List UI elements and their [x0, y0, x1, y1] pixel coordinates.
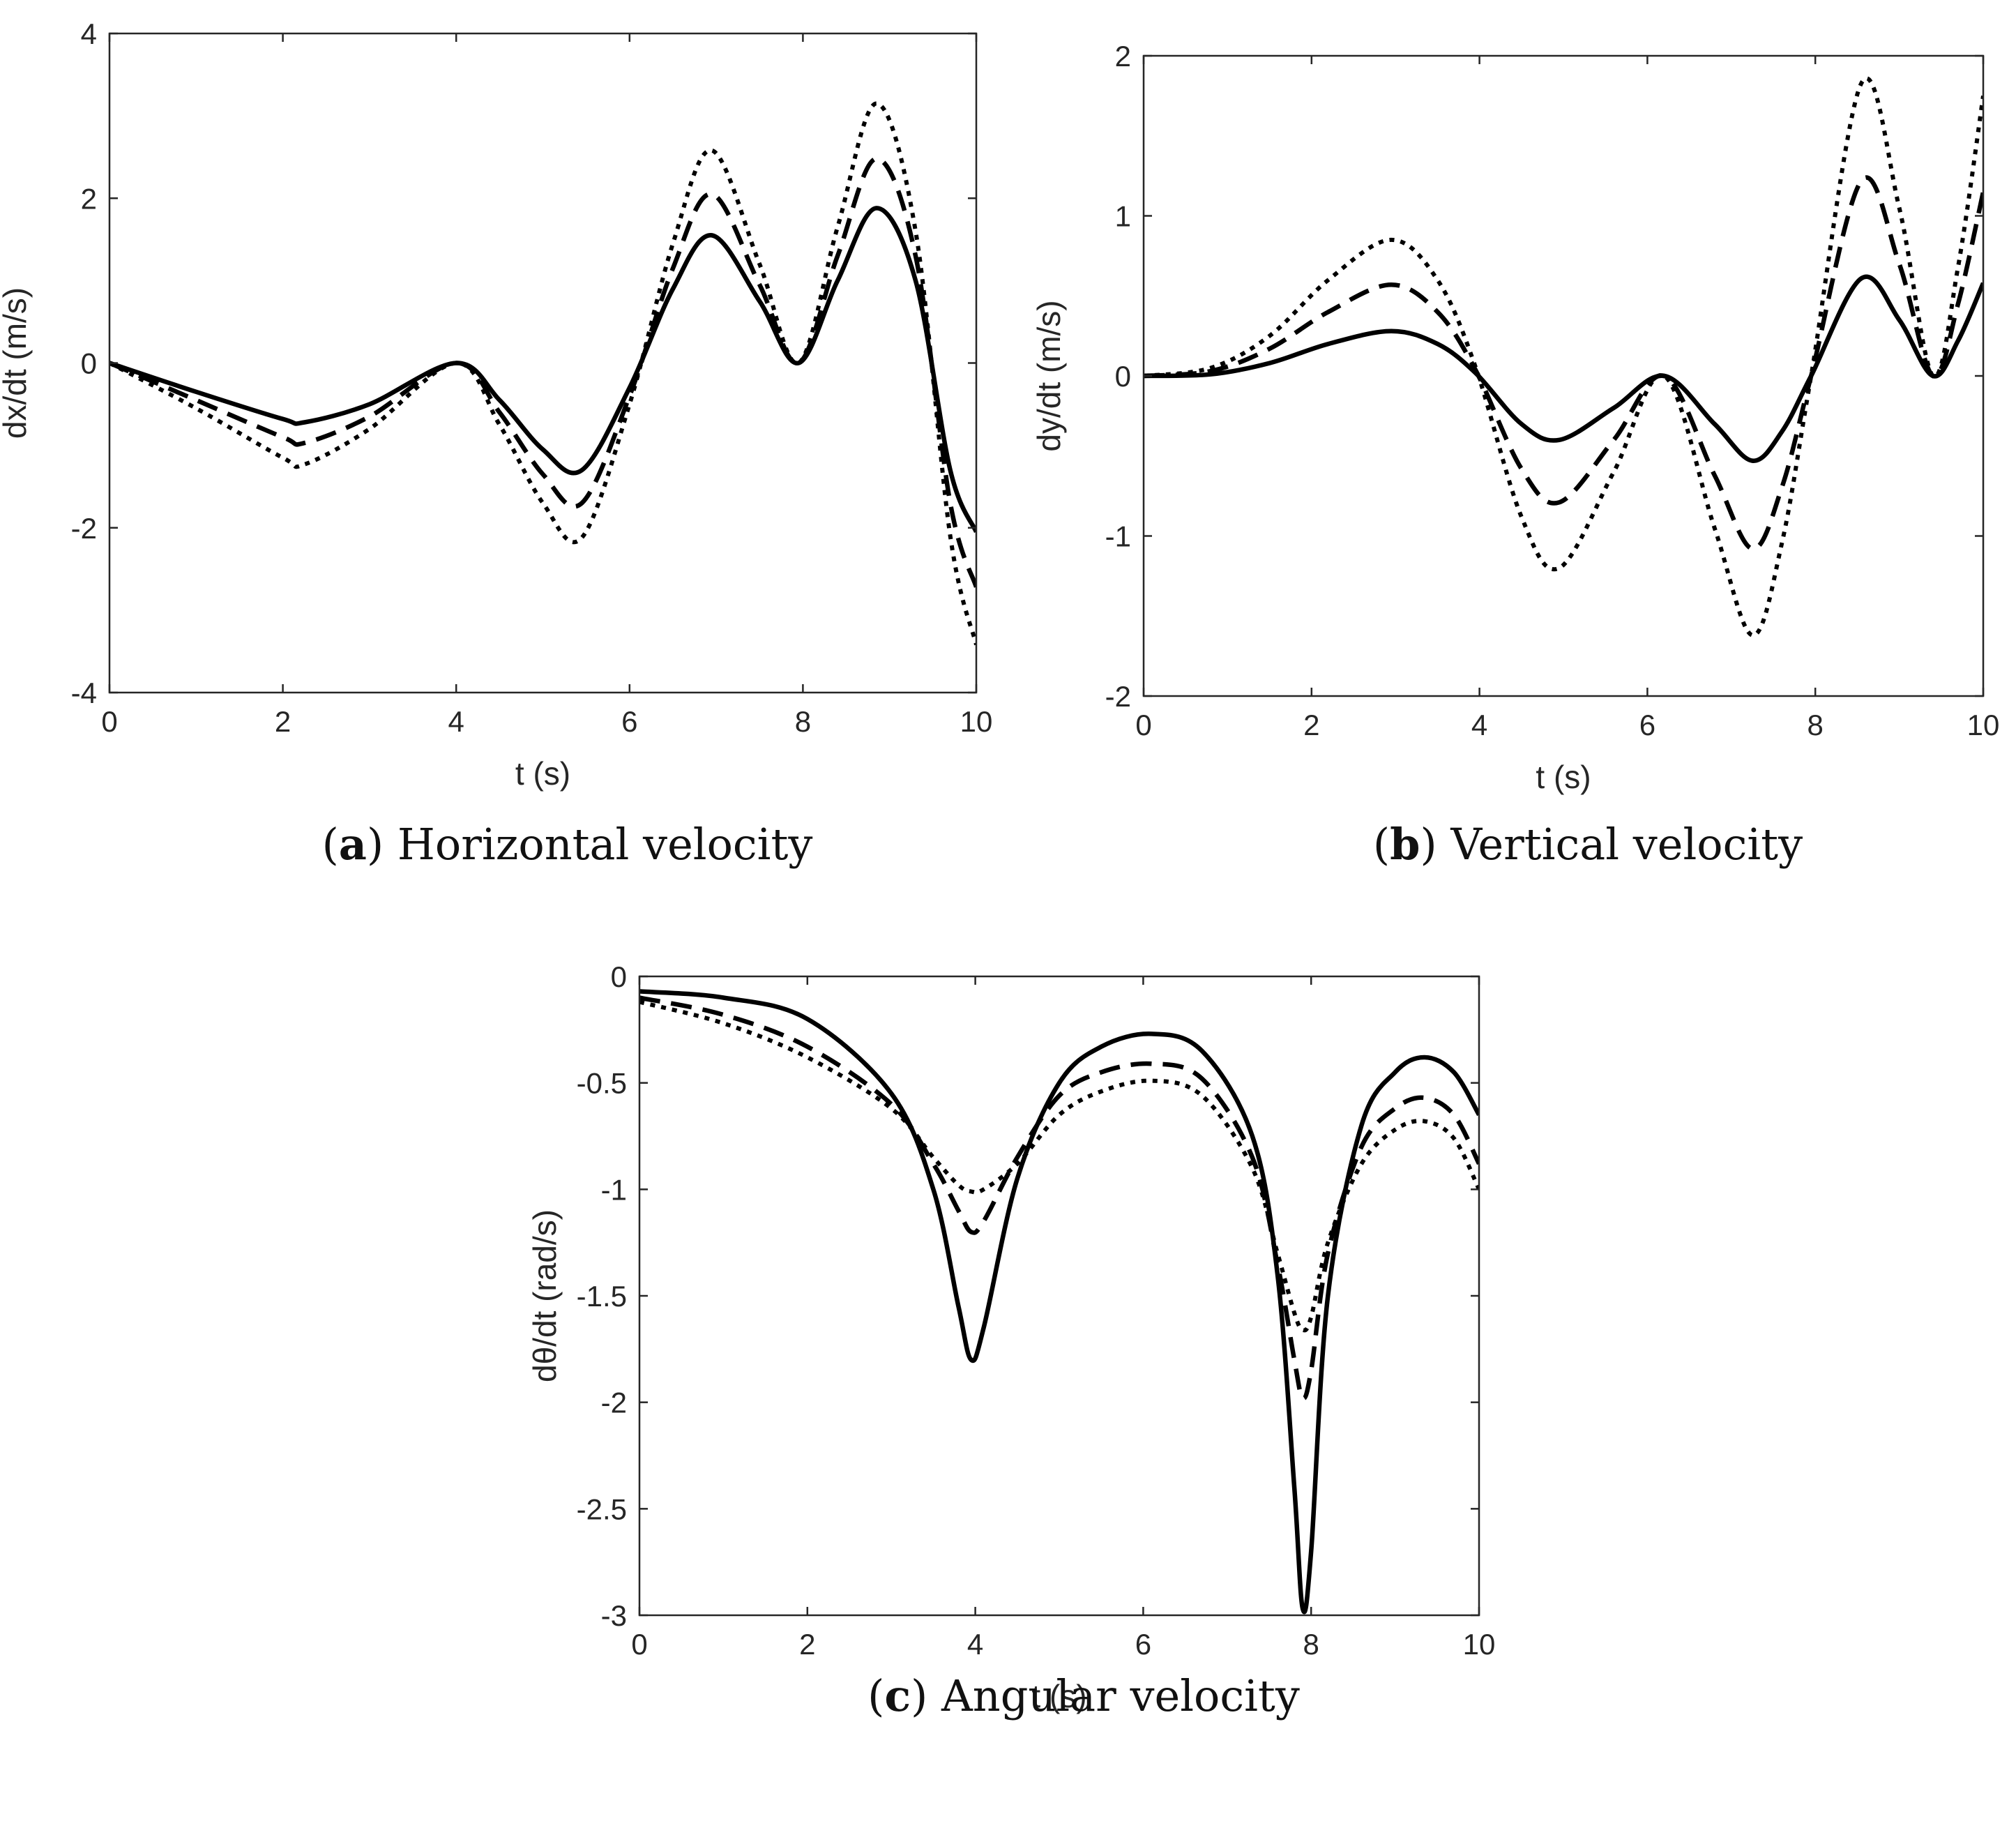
- series-solid-line: [109, 206, 976, 534]
- series-dashed-line: [1144, 175, 1983, 552]
- x-tick-label: 4: [967, 1628, 983, 1661]
- x-tick-label: 10: [1967, 709, 2000, 741]
- x-tick-label: 2: [799, 1628, 815, 1661]
- x-axis-label: t (s): [1536, 759, 1591, 795]
- x-axis-label: t (s): [515, 755, 570, 792]
- x-tick-label: 8: [1807, 709, 1824, 741]
- y-tick-label: -1: [601, 1173, 627, 1206]
- caption-paren-open: (: [322, 819, 339, 870]
- series-dashed-line: [109, 156, 976, 588]
- x-tick-label: 10: [1463, 1628, 1496, 1661]
- caption-text: Angular velocity: [941, 1670, 1300, 1721]
- caption-text: Vertical velocity: [1450, 819, 1803, 870]
- x-tick-label: 6: [621, 705, 637, 738]
- chart-panel-b: 0 2 4 6 8 10 -2 -1 0 1 2 t (s) dy/dt (m/s) (b) Vertic…: [1031, 40, 1999, 870]
- y-tick-label: -4: [71, 677, 97, 709]
- y-tick-label: -1.5: [577, 1280, 627, 1313]
- caption-letter: b: [1390, 819, 1420, 870]
- chart-panel-c: 0 2 4 6 8 10 -3 -2.5 -2 -1.5 -1 -0.5 0 t (s) dθ/dt (ra…: [526, 960, 1495, 1721]
- x-tick-label: 6: [1135, 1628, 1151, 1661]
- caption-paren-close: ): [1420, 819, 1450, 870]
- panel-caption: (c) Angular velocity: [867, 1670, 1300, 1721]
- caption-paren-close: ): [367, 819, 397, 870]
- y-tick-label: 2: [1115, 40, 1131, 73]
- y-tick-label: 4: [81, 17, 97, 50]
- x-tick-label: 8: [1303, 1628, 1319, 1661]
- x-tick-label: 0: [101, 705, 117, 738]
- y-axis-label: dθ/dt (rad/s): [526, 1209, 563, 1382]
- caption-text: Horizontal velocity: [397, 819, 813, 870]
- axes-box: [1142, 54, 1985, 697]
- y-tick-label: 0: [611, 960, 627, 993]
- caption-paren-open: (: [1373, 819, 1390, 870]
- y-tick-label: -0.5: [577, 1067, 627, 1100]
- y-tick-label: -2: [601, 1386, 627, 1419]
- panel-caption: (a) Horizontal velocity: [322, 819, 813, 870]
- y-tick-label: 1: [1115, 200, 1131, 233]
- y-tick-label: 0: [81, 347, 97, 380]
- panel-caption: (b) Vertical velocity: [1373, 819, 1803, 870]
- y-tick-label: 0: [1115, 360, 1131, 393]
- y-tick-label: -2.5: [577, 1493, 627, 1525]
- series-dotted-line: [1144, 76, 1983, 637]
- caption-paren-open: (: [867, 1670, 884, 1721]
- y-tick-label: 2: [81, 182, 97, 215]
- caption-letter: c: [884, 1670, 911, 1721]
- series-dotted-line: [109, 101, 976, 646]
- axes-box: [108, 32, 978, 694]
- x-tick-label: 10: [960, 705, 993, 738]
- x-tick-label: 4: [448, 705, 464, 738]
- y-axis-label: dy/dt (m/s): [1031, 300, 1067, 451]
- y-tick-label: -3: [601, 1599, 627, 1632]
- y-tick-label: -2: [71, 512, 97, 545]
- x-tick-label: 8: [795, 705, 811, 738]
- caption-paren-close: ): [911, 1670, 941, 1721]
- x-tick-label: 0: [1135, 709, 1151, 741]
- y-axis-label: dx/dt (m/s): [0, 287, 33, 439]
- series-solid-line: [1144, 274, 1983, 463]
- y-tick-label: -2: [1105, 680, 1131, 713]
- x-axis-label: t (s): [1031, 1678, 1086, 1714]
- y-tick-label: -1: [1105, 520, 1131, 553]
- caption-letter: a: [339, 819, 367, 870]
- chart-panel-a: 0 2 4 6 8 10 -4 -2 0 2 4 t (s) dx/dt (m/s) (a) Horizo…: [0, 17, 992, 870]
- x-tick-label: 2: [275, 705, 291, 738]
- x-tick-label: 4: [1471, 709, 1487, 741]
- series-dashed-line: [639, 995, 1479, 1401]
- series-solid-line: [639, 989, 1479, 1615]
- axes-box: [638, 975, 1480, 1617]
- x-tick-label: 2: [1303, 709, 1319, 741]
- x-tick-label: 6: [1639, 709, 1655, 741]
- x-tick-label: 0: [631, 1628, 647, 1661]
